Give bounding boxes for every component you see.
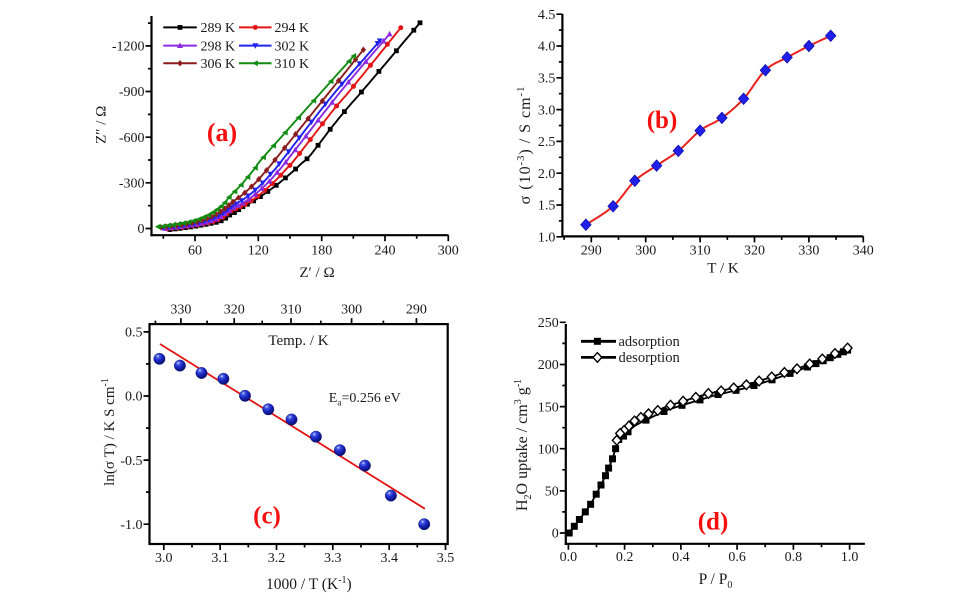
svg-text:ln(σ T) / K S cm-1: ln(σ T) / K S cm-1 [100, 378, 118, 486]
svg-text:300: 300 [635, 243, 656, 258]
svg-text:Z′ / Ω: Z′ / Ω [299, 265, 334, 281]
svg-text:306 K: 306 K [201, 57, 236, 72]
svg-text:-1200: -1200 [112, 40, 145, 55]
svg-text:1000 / T (K-1): 1000 / T (K-1) [266, 575, 352, 593]
svg-text:50: 50 [545, 485, 559, 500]
svg-text:-900: -900 [119, 85, 145, 100]
svg-text:300: 300 [438, 244, 459, 259]
svg-text:0.6: 0.6 [728, 550, 746, 565]
svg-text:σ (10-3) / S cm-1: σ (10-3) / S cm-1 [516, 86, 534, 205]
svg-text:desorption: desorption [619, 350, 681, 366]
svg-text:Z″ / Ω: Z″ / Ω [94, 106, 110, 144]
svg-text:310: 310 [281, 303, 302, 318]
svg-text:0.4: 0.4 [672, 550, 690, 565]
svg-text:120: 120 [248, 244, 269, 259]
svg-text:0: 0 [552, 527, 559, 542]
svg-text:Temp. / K: Temp. / K [268, 333, 328, 349]
svg-text:300: 300 [341, 303, 362, 318]
svg-text:100: 100 [538, 442, 559, 457]
svg-text:3.2: 3.2 [268, 551, 286, 566]
svg-text:adsorption: adsorption [619, 334, 681, 350]
svg-text:-0.5: -0.5 [120, 454, 142, 469]
svg-text:294 K: 294 K [275, 21, 310, 36]
svg-text:(a): (a) [207, 118, 237, 147]
svg-text:1.0: 1.0 [538, 231, 556, 246]
svg-text:0: 0 [138, 222, 145, 237]
svg-text:60: 60 [188, 244, 202, 259]
svg-text:180: 180 [311, 244, 332, 259]
svg-text:320: 320 [744, 243, 765, 258]
svg-text:4.0: 4.0 [538, 40, 556, 55]
svg-text:(c): (c) [253, 502, 281, 529]
svg-text:0.0: 0.0 [125, 390, 143, 405]
svg-text:-300: -300 [119, 177, 145, 192]
svg-text:3.0: 3.0 [155, 551, 173, 566]
svg-text:2.0: 2.0 [538, 167, 556, 182]
svg-text:2.5: 2.5 [538, 135, 556, 150]
svg-text:1.5: 1.5 [538, 199, 556, 214]
svg-text:3.4: 3.4 [380, 551, 398, 566]
svg-text:3.5: 3.5 [437, 551, 455, 566]
svg-text:(b): (b) [647, 107, 678, 134]
svg-text:-600: -600 [119, 131, 145, 146]
svg-text:302 K: 302 K [275, 39, 310, 54]
svg-text:200: 200 [538, 358, 559, 373]
svg-text:290: 290 [406, 303, 427, 318]
svg-text:240: 240 [375, 244, 396, 259]
svg-text:330: 330 [798, 243, 819, 258]
svg-text:3.0: 3.0 [538, 103, 556, 118]
svg-text:Ea=0.256 eV: Ea=0.256 eV [329, 391, 401, 409]
svg-text:0.2: 0.2 [616, 550, 634, 565]
svg-text:310 K: 310 K [275, 57, 310, 72]
svg-text:H2O uptake / cm3 g-1: H2O uptake / cm3 g-1 [513, 379, 534, 511]
svg-text:150: 150 [538, 400, 559, 415]
svg-text:310: 310 [690, 243, 711, 258]
svg-text:340: 340 [853, 243, 874, 258]
svg-text:3.1: 3.1 [211, 551, 229, 566]
svg-text:3.5: 3.5 [538, 72, 556, 87]
svg-text:1.0: 1.0 [841, 550, 859, 565]
svg-text:-1.0: -1.0 [120, 518, 142, 533]
svg-text:0.0: 0.0 [560, 550, 578, 565]
svg-text:250: 250 [538, 316, 559, 331]
svg-text:0.8: 0.8 [785, 550, 803, 565]
svg-text:P / P0: P / P0 [699, 571, 733, 591]
svg-text:289 K: 289 K [201, 21, 236, 36]
svg-text:298 K: 298 K [201, 39, 236, 54]
svg-text:3.3: 3.3 [324, 551, 342, 566]
svg-text:4.5: 4.5 [538, 8, 556, 23]
svg-text:0.5: 0.5 [125, 326, 143, 341]
svg-text:T / K: T / K [707, 261, 739, 277]
svg-text:(d): (d) [698, 509, 729, 536]
svg-text:320: 320 [224, 303, 245, 318]
svg-text:290: 290 [581, 243, 602, 258]
svg-text:330: 330 [170, 303, 191, 318]
